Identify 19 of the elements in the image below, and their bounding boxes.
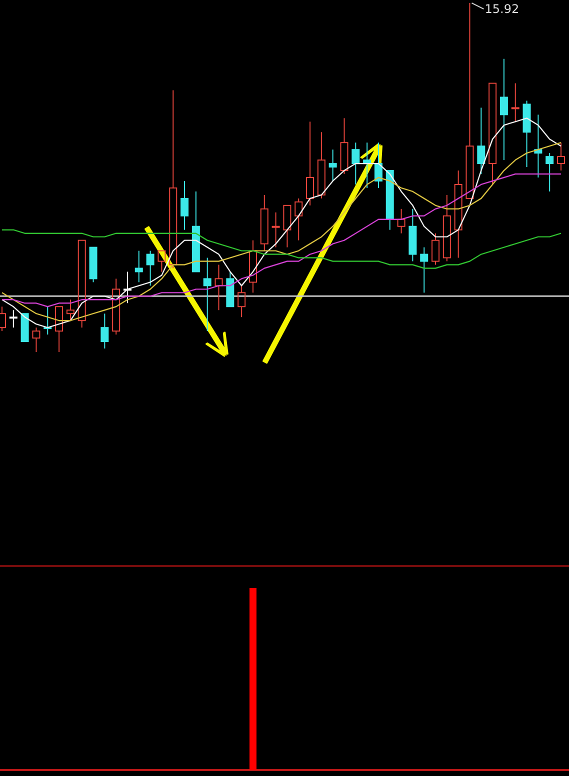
annotation: 15.92 — [484, 2, 520, 16]
candlestick — [557, 142, 565, 172]
candlestick — [408, 208, 417, 262]
candlestick — [500, 58, 508, 161]
candlestick — [9, 310, 18, 328]
candlestick — [272, 212, 280, 248]
candlestick — [214, 264, 223, 311]
candlestick — [328, 149, 337, 182]
candlestick — [100, 313, 109, 350]
candlestick — [511, 82, 520, 122]
candlestick — [203, 257, 212, 332]
candlestick — [352, 142, 360, 185]
candlestick — [454, 170, 462, 258]
candlestick — [180, 180, 189, 230]
candlestick — [248, 240, 257, 294]
candlestick — [420, 246, 428, 294]
candlestick — [134, 250, 143, 283]
candlestick — [397, 208, 406, 234]
candlestick — [477, 107, 486, 175]
